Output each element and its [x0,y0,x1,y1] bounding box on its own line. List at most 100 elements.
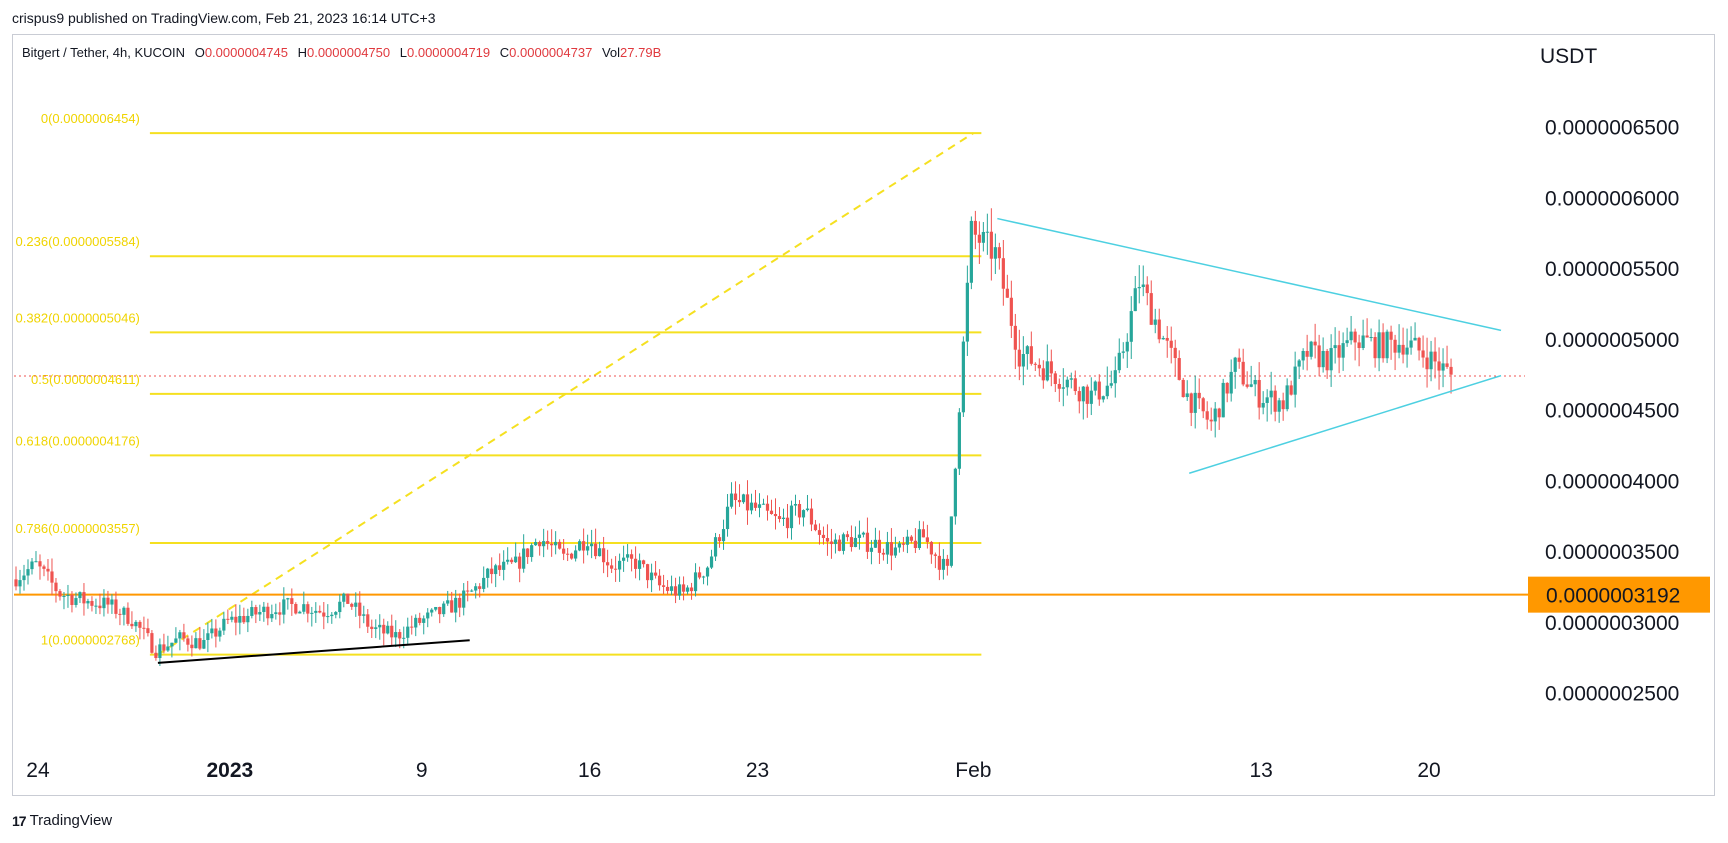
candle-body [1149,293,1153,325]
candle-body [1241,361,1245,385]
candle-body [390,625,394,638]
candle-body [713,537,718,557]
candle-body [90,601,94,606]
candle-body [54,582,58,592]
candle-body [853,537,858,548]
candle-body [1377,332,1381,359]
candle-body [1357,342,1361,349]
candle-body [14,579,18,587]
candle-body [386,625,390,634]
x-tick-label: 9 [416,759,428,782]
candle-body [226,618,230,620]
candle-body [150,633,154,653]
candle-body [1173,347,1177,359]
footer-brand: 17 TradingView [12,812,112,829]
candle-body [717,537,722,542]
currency-label: USDT [1540,45,1597,68]
candle-body [606,562,610,566]
candle-body [897,543,902,548]
candle-body [885,542,890,555]
candle-body [653,572,658,576]
candle-body [1045,361,1049,381]
candle-body [1333,345,1337,349]
candle-body [913,540,918,549]
y-tick-label: 0.0000002500 [1545,683,1679,706]
candle-body [1409,340,1413,348]
candle-body [965,282,969,342]
candle-body [801,510,806,518]
symbol-label: Bitgert / Tether, 4h, KUCOIN [22,45,186,60]
candle-body [1257,379,1261,408]
candle-body [685,587,690,592]
candle-body [937,555,941,570]
candle-body [22,575,26,581]
symbol-legend: Bitgert / Tether, 4h, KUCOIN O0.00000047… [22,45,661,60]
candle-body [909,536,914,541]
candle-body [514,556,518,563]
candle-body [466,590,470,592]
fib-level-label: 0.786(0.0000003557) [16,521,140,536]
candle-body [833,539,838,545]
y-tick-label: 0.0000005000 [1545,329,1679,352]
candle-body [550,543,554,546]
candle-body [649,572,654,581]
price-axis[interactable]: USDT 0.0000006500 0.0000006000 0.000000550… [1540,45,1679,706]
ascending-trendline [157,639,470,664]
triangle-lower-line [1188,374,1502,474]
candle-body [929,541,933,555]
candle-body [186,638,190,645]
candle-body [1297,360,1301,367]
candle-body [1177,358,1181,380]
candle-body [709,556,714,568]
candle-body [406,626,410,638]
fib-level-label: 0(0.0000006454) [41,111,140,126]
candle-body [1321,350,1325,368]
fib-level-label: 0.618(0.0000004176) [16,433,140,448]
time-axis[interactable]: 24 2023 9 16 23 Feb 13 20 [26,759,1440,782]
candle-body [546,541,550,544]
candle-body [1169,340,1173,348]
candle-body [266,606,270,619]
candle-body [430,609,434,613]
candle-body [1025,346,1029,355]
candle-body [1205,411,1209,420]
candle-body [1373,337,1377,359]
candle-body [1093,381,1097,391]
candle-body [781,517,786,520]
candle-body [1417,337,1421,351]
candle-body [178,632,182,639]
candle-body [961,341,965,413]
candle-body [1329,348,1333,371]
candle-body [374,627,378,629]
candle-body [438,606,442,615]
candle-body [458,597,462,608]
candle-body [506,559,510,562]
candle-body [693,572,698,592]
candle-body [1193,392,1197,413]
candle-body [46,568,50,572]
candle-body [773,513,778,517]
candle-body [134,621,138,627]
candle-body [534,542,538,546]
candle-body [162,644,166,651]
open-value: 0.0000004745 [204,45,288,60]
candle-body [38,561,42,567]
candle-body [1389,331,1393,340]
candle-body [1197,392,1201,399]
candle-body [1181,379,1185,398]
candle-body [218,630,222,637]
candle-body [282,599,286,615]
candle-body [526,548,530,558]
candle-body [234,616,238,623]
candle-body [993,247,997,259]
high-value: 0.0000004750 [306,45,391,60]
candle-body [845,534,850,538]
low-label: L [399,45,407,60]
candle-body [190,644,194,649]
candle-body [1317,345,1321,368]
candle-body [518,556,522,569]
candle-body [1077,391,1081,402]
candle-body [142,627,146,629]
candle-body [1269,390,1273,398]
